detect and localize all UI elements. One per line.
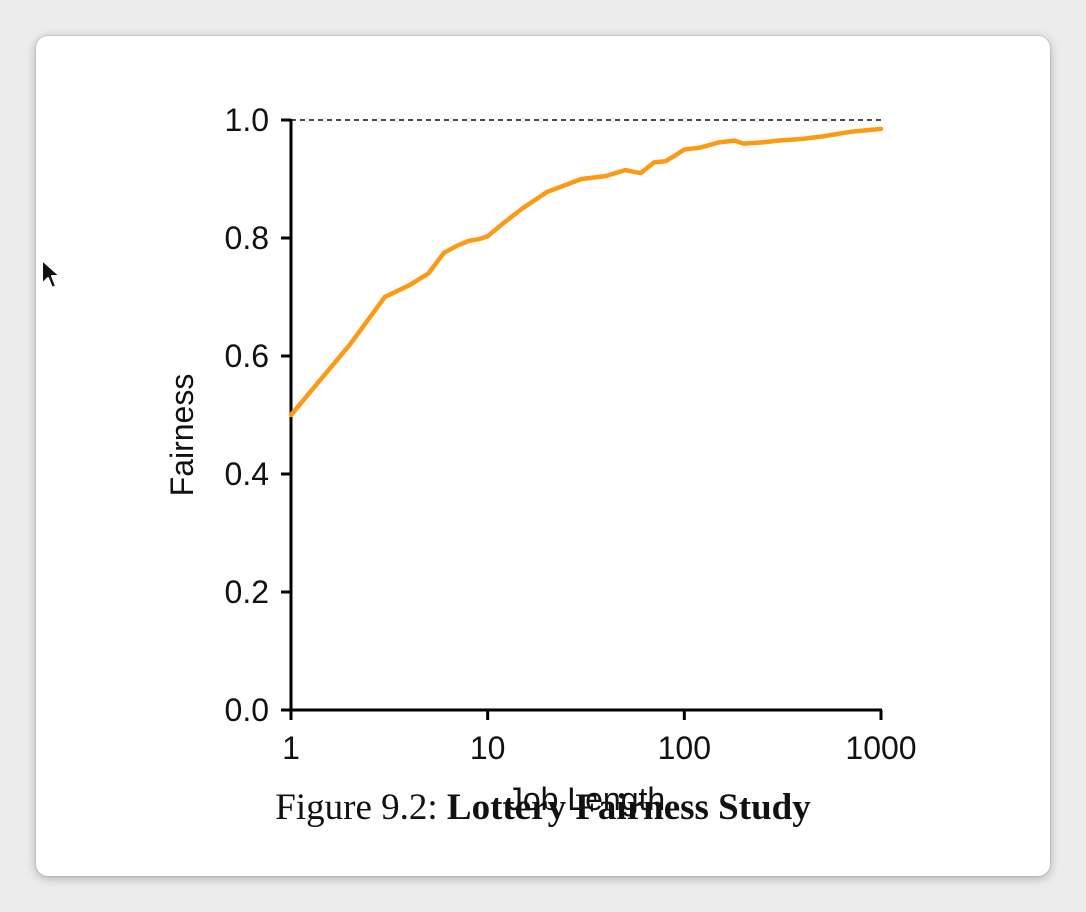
x-tick-label: 10 <box>470 730 506 766</box>
series-line <box>288 126 884 418</box>
y-tick-label: 0.0 <box>225 692 269 728</box>
arrow-cursor-icon <box>41 259 61 289</box>
x-tick-label: 1 <box>282 730 300 766</box>
y-tick-label: 0.4 <box>225 456 269 492</box>
y-tick-label: 0.8 <box>225 220 269 256</box>
caption-prefix: Figure 9.2: <box>275 787 438 828</box>
y-tick-label: 0.2 <box>225 574 269 610</box>
y-tick-label: 0.6 <box>225 338 269 374</box>
y-axis-title: Fairness <box>164 374 200 497</box>
y-tick-label: 1.0 <box>225 102 269 138</box>
x-tick-label: 1000 <box>845 730 916 766</box>
x-tick-label: 100 <box>658 730 711 766</box>
x-axis-title: Job Length <box>507 781 665 817</box>
document-window <box>36 36 1050 876</box>
figure-caption: Figure 9.2: Lottery Fairness Study <box>0 786 1086 829</box>
caption-title: Lottery Fairness Study <box>446 787 811 828</box>
